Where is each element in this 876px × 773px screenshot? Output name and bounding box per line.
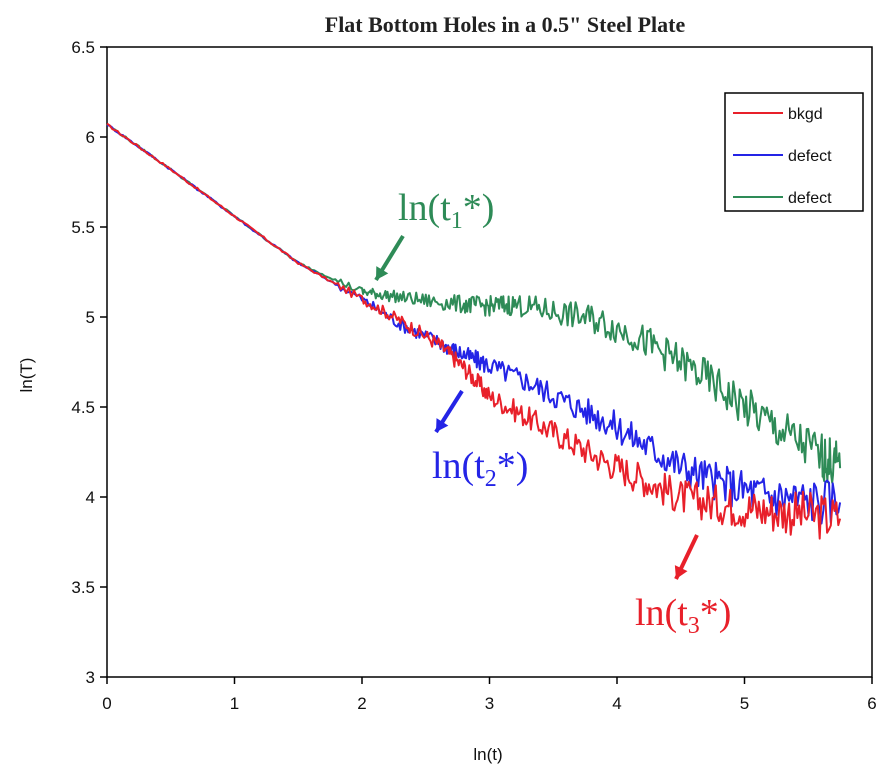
x-axis-label: ln(t) <box>473 745 502 764</box>
chart-title: Flat Bottom Holes in a 0.5" Steel Plate <box>325 12 686 37</box>
y-axis-label: ln(T) <box>17 358 36 393</box>
annotation-text: ln(t <box>635 592 688 634</box>
x-tick-label: 1 <box>230 694 239 713</box>
x-tick-label: 4 <box>612 694 621 713</box>
annotation-arrowhead <box>436 418 449 432</box>
x-tick-label: 2 <box>357 694 366 713</box>
y-tick-label: 6.5 <box>71 38 95 57</box>
y-tick-label: 3 <box>86 668 95 687</box>
annotation-label: ln(t1*) <box>398 187 494 234</box>
annotation-arrowhead <box>376 266 389 280</box>
y-tick-label: 5.5 <box>71 218 95 237</box>
y-tick-label: 4.5 <box>71 398 95 417</box>
series-line-0 <box>106 122 842 540</box>
annotation-subscript: 2 <box>485 466 497 492</box>
annotations: ln(t1*)ln(t2*)ln(t3*) <box>374 187 731 639</box>
annotation-suffix: *) <box>463 187 495 229</box>
annotation-subscript: 3 <box>688 613 700 639</box>
legend-items: bkgd defect defect <box>733 106 832 207</box>
x-tick-label: 5 <box>740 694 749 713</box>
legend-label: bkgd <box>788 106 823 123</box>
annotation-suffix: *) <box>497 445 529 487</box>
legend: bkgd defect defect <box>724 92 864 212</box>
annotation-suffix: *) <box>700 592 732 634</box>
annotation-text: ln(t <box>398 187 451 229</box>
legend-label: defect <box>788 190 832 207</box>
annotation-text: ln(t <box>432 445 485 487</box>
annotation-label: ln(t3*) <box>635 592 731 639</box>
x-tick-label: 3 <box>485 694 494 713</box>
y-tick-label: 6 <box>86 128 95 147</box>
y-tick-label: 5 <box>86 308 95 327</box>
x-axis: 0 1 2 3 4 5 6 <box>102 677 876 713</box>
annotation-subscript: 1 <box>451 208 463 234</box>
y-tick-label: 3.5 <box>71 578 95 597</box>
x-tick-label: 6 <box>867 694 876 713</box>
annotation-arrowhead <box>674 565 688 579</box>
x-tick-label: 0 <box>102 694 111 713</box>
series-group <box>106 122 842 540</box>
legend-label: defect <box>788 148 832 165</box>
annotation-label: ln(t2*) <box>432 445 528 492</box>
y-tick-label: 4 <box>86 488 95 507</box>
y-axis: 3 3.5 4 4.5 5 5.5 6 6.5 <box>71 38 107 687</box>
